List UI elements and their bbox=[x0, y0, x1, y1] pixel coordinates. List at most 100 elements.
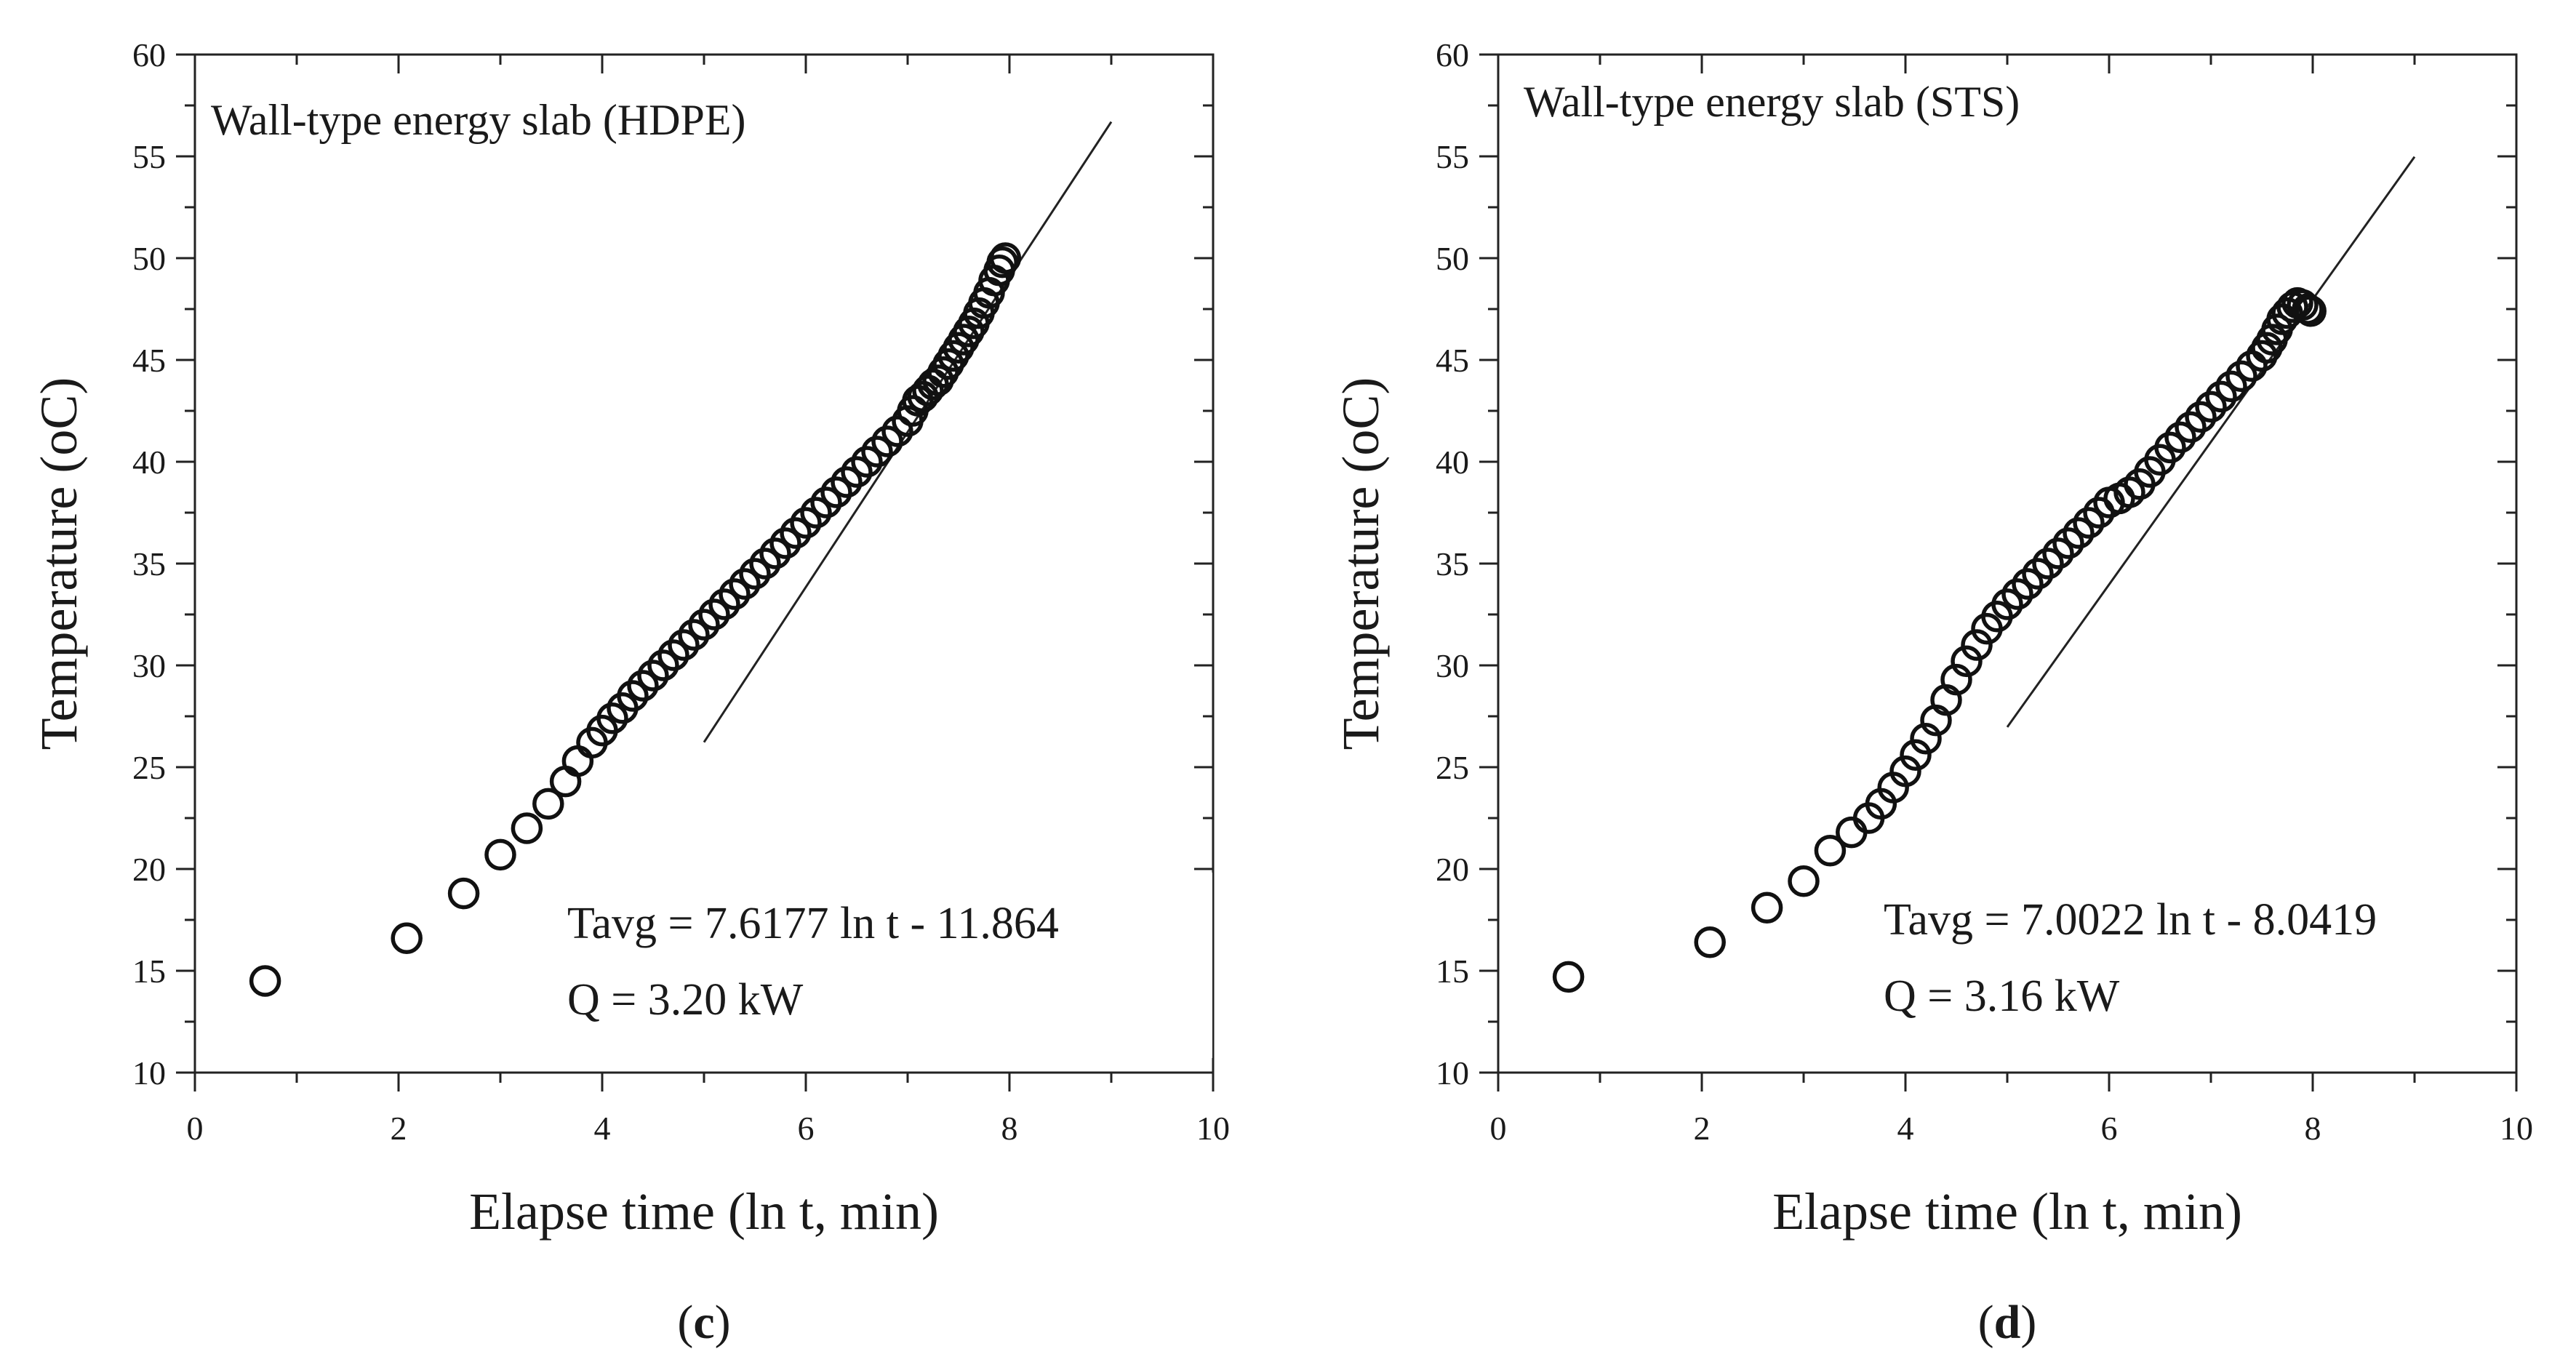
data-point bbox=[841, 456, 873, 488]
data-point bbox=[627, 670, 659, 702]
panel-label-close: ) bbox=[2020, 1296, 2036, 1349]
data-point bbox=[1552, 961, 1585, 993]
data-point bbox=[1889, 755, 1921, 788]
heat-rate-label: Q = 3.20 kW bbox=[567, 975, 804, 1025]
x-tick-label: 0 bbox=[1490, 1110, 1507, 1147]
data-point bbox=[698, 598, 730, 630]
data-point bbox=[871, 425, 903, 457]
y-tick-label: 25 bbox=[132, 749, 166, 786]
y-tick-label: 15 bbox=[132, 953, 166, 990]
data-point bbox=[1694, 926, 1726, 958]
y-tick-label: 10 bbox=[1436, 1054, 1469, 1091]
y-tick-label: 30 bbox=[1436, 647, 1469, 684]
y-tick-label: 35 bbox=[132, 545, 166, 582]
data-point bbox=[2205, 380, 2237, 413]
y-tick-label: 35 bbox=[1436, 545, 1469, 582]
y-tick-label: 55 bbox=[1436, 138, 1469, 175]
y-tick-label: 60 bbox=[1436, 36, 1469, 73]
data-point bbox=[561, 745, 594, 777]
data-point bbox=[617, 680, 649, 712]
data-point bbox=[2164, 421, 2196, 454]
panel-label: (c) bbox=[677, 1296, 730, 1349]
data-point bbox=[596, 702, 628, 734]
data-point bbox=[861, 436, 893, 468]
y-tick-label: 40 bbox=[1436, 444, 1469, 481]
regression-equation: Tavg = 7.0022 ln t - 8.0419 bbox=[1884, 895, 2377, 945]
data-point bbox=[780, 517, 812, 549]
data-point bbox=[2271, 297, 2303, 329]
fit-line bbox=[2006, 156, 2416, 728]
y-tick-label: 25 bbox=[1436, 749, 1469, 786]
equation-box bbox=[554, 873, 1212, 1058]
data-point bbox=[2012, 568, 2044, 600]
data-point bbox=[912, 374, 944, 406]
x-tick-label: 8 bbox=[2305, 1110, 2321, 1147]
data-point bbox=[769, 527, 801, 559]
data-point bbox=[2032, 548, 2064, 580]
chart-panel-d: 0 2 4 6 8 10 10 15 20 25 30 35 40 45 50 55 60 Elapse time… bbox=[1332, 36, 2533, 1349]
panel-label: (d) bbox=[1978, 1296, 2037, 1349]
data-point bbox=[2287, 289, 2319, 321]
regression-equation: Tavg = 7.6177 ln t - 11.864 bbox=[567, 899, 1059, 948]
x-tick-label: 10 bbox=[2500, 1110, 2533, 1147]
data-point bbox=[2225, 360, 2257, 393]
data-point bbox=[729, 568, 761, 600]
fit-line bbox=[703, 121, 1113, 743]
data-point bbox=[1836, 816, 1868, 849]
data-point bbox=[2022, 558, 2054, 590]
x-tick-label: 2 bbox=[1694, 1110, 1711, 1147]
data-point bbox=[637, 660, 669, 692]
y-tick-label: 60 bbox=[132, 36, 166, 73]
data-point bbox=[708, 588, 740, 620]
x-tick-label: 2 bbox=[391, 1110, 407, 1147]
panel-label-letter: d bbox=[1994, 1296, 2021, 1349]
data-point bbox=[2215, 370, 2247, 403]
data-point bbox=[688, 609, 720, 641]
data-point bbox=[881, 415, 913, 447]
data-point bbox=[511, 812, 543, 844]
heat-rate-label: Q = 3.16 kW bbox=[1884, 972, 2120, 1021]
panel-label-open: ( bbox=[677, 1296, 693, 1349]
x-axis-title: Elapse time (ln t, min) bbox=[1772, 1182, 2242, 1241]
data-point bbox=[989, 242, 1022, 274]
data-point bbox=[647, 649, 679, 681]
data-point bbox=[2154, 431, 2186, 464]
data-point bbox=[1788, 865, 1820, 897]
chart-panel-c: 0 2 4 6 8 10 10 15 20 25 30 35 40 45 50 55 60 Elapse time… bbox=[30, 36, 1230, 1349]
data-point bbox=[749, 548, 781, 580]
data-point bbox=[391, 922, 423, 954]
data-point bbox=[447, 877, 480, 910]
data-point bbox=[2113, 476, 2145, 508]
data-point bbox=[2175, 411, 2207, 444]
data-point bbox=[2001, 578, 2033, 610]
x-tick-label: 10 bbox=[1196, 1110, 1230, 1147]
data-point bbox=[2185, 401, 2217, 433]
y-axis-title: Temperature (oC) bbox=[1332, 377, 1390, 750]
data-point bbox=[2052, 527, 2084, 559]
x-axis-title: Elapse time (ln t, min) bbox=[469, 1182, 939, 1241]
y-tick-label: 20 bbox=[1436, 851, 1469, 888]
chart-title: Wall-type energy slab (STS) bbox=[1524, 78, 2020, 126]
y-tick-label: 40 bbox=[132, 444, 166, 481]
data-point bbox=[1751, 892, 1783, 924]
x-tick-label: 0 bbox=[187, 1110, 204, 1147]
data-point bbox=[790, 507, 822, 539]
data-point bbox=[759, 537, 791, 569]
data-point bbox=[657, 639, 689, 671]
data-point bbox=[532, 788, 564, 820]
data-point bbox=[1940, 663, 1972, 696]
data-point bbox=[2295, 295, 2327, 327]
data-point bbox=[820, 476, 852, 508]
chart-title: Wall-type energy slab (HDPE) bbox=[211, 96, 746, 144]
data-point bbox=[1961, 629, 1993, 661]
y-tick-label: 20 bbox=[132, 851, 166, 888]
data-point bbox=[1951, 645, 1983, 678]
x-tick-label: 6 bbox=[798, 1110, 815, 1147]
data-point bbox=[2073, 507, 2105, 539]
data-point bbox=[719, 578, 751, 610]
data-point bbox=[800, 497, 832, 529]
x-tick-label: 4 bbox=[1897, 1110, 1914, 1147]
data-point bbox=[2042, 537, 2074, 569]
data-point bbox=[2063, 517, 2095, 549]
